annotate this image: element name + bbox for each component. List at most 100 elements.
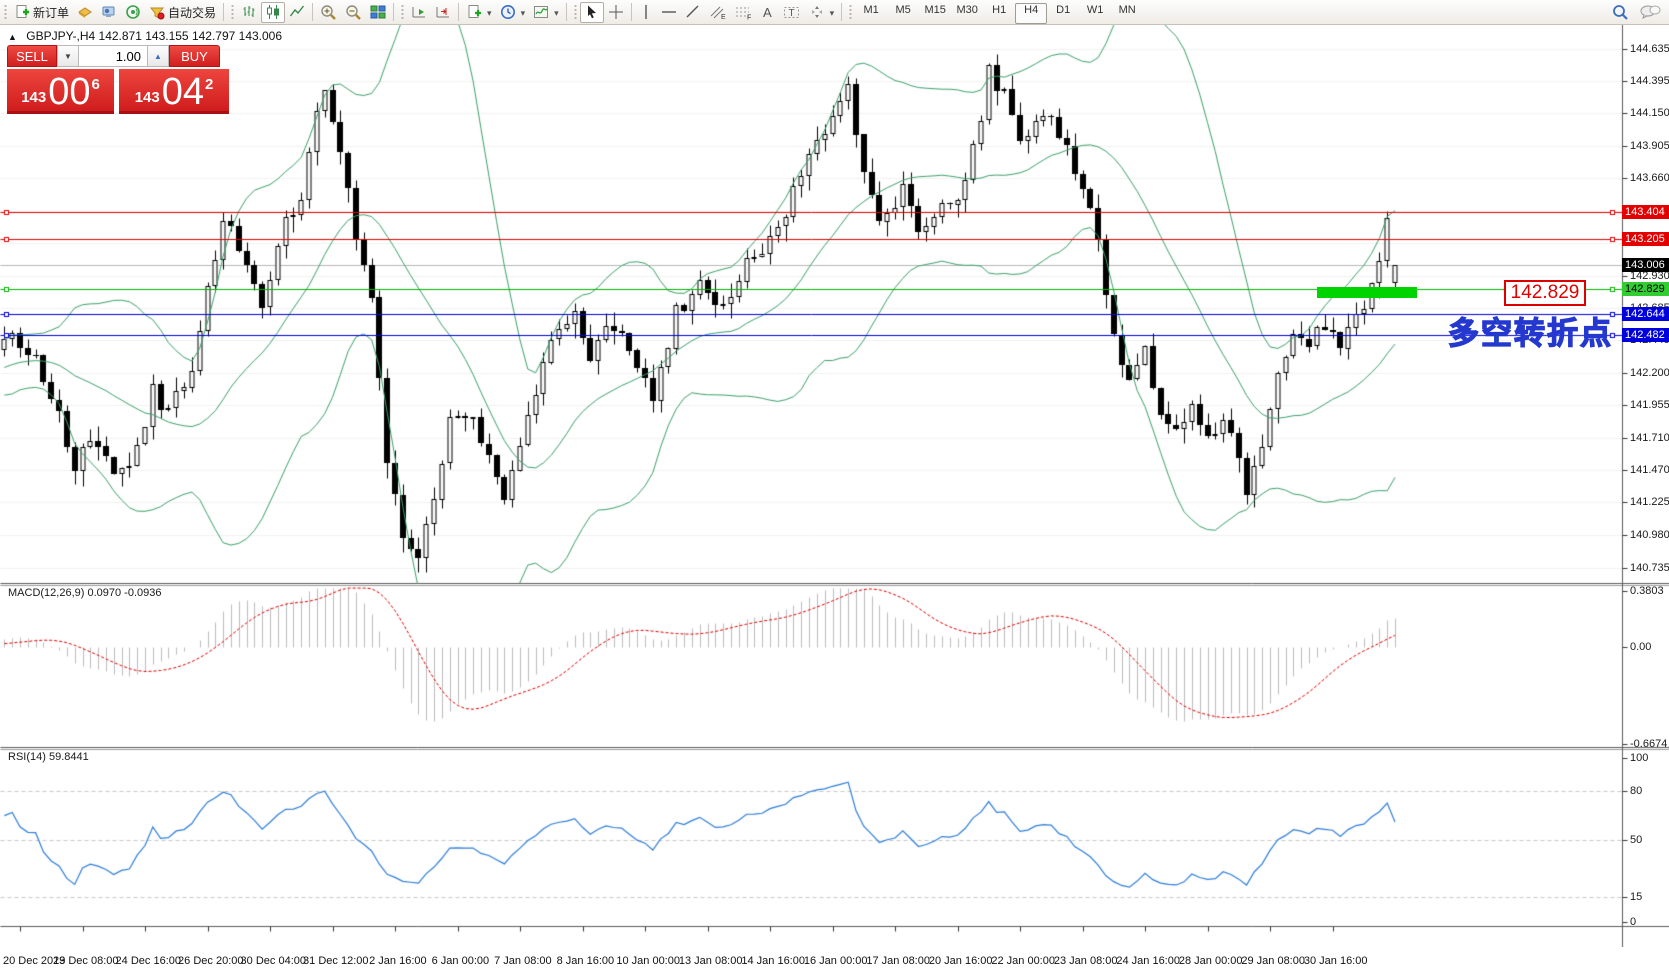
time-tick-label: 2 Jan 16:00	[369, 955, 427, 967]
new-order-button[interactable]: 新订单	[10, 2, 73, 23]
timeframe-button-m30[interactable]: M30	[956, 4, 978, 16]
horizontal-line-icon	[661, 11, 676, 13]
toolbar-grip	[572, 4, 578, 20]
tile-windows-button[interactable]	[366, 2, 390, 23]
candlestick-chart-button[interactable]	[261, 1, 286, 23]
signals-button[interactable]	[121, 2, 145, 23]
volume-input[interactable]	[79, 45, 147, 67]
price-tick-label: 141.225	[1630, 496, 1669, 509]
zoom-in-button[interactable]	[316, 2, 341, 23]
toolbar-separator	[630, 3, 632, 21]
text-letter: A	[763, 5, 772, 20]
arrows-dropdown[interactable]	[805, 2, 839, 23]
timeframe-button-m15[interactable]: M15	[924, 4, 946, 16]
vertical-line-button[interactable]	[635, 2, 657, 23]
timeframe-button-mn[interactable]: MN	[1118, 4, 1136, 16]
zoom-in-icon	[321, 4, 336, 20]
dropdown-caret-icon	[485, 5, 492, 19]
arrows-icon	[811, 6, 822, 18]
indicators-dropdown[interactable]	[529, 2, 563, 23]
timeframe-button-d1[interactable]: D1	[1056, 4, 1071, 16]
buy-price-sup: 2	[205, 76, 214, 93]
time-tick-label: 14 Jan 16:00	[741, 955, 805, 967]
trendline-icon	[686, 5, 699, 18]
text-label-button[interactable]: T	[779, 2, 805, 23]
time-tick-label: 24 Dec 16:00	[115, 955, 181, 967]
chat-icon[interactable]	[1639, 4, 1661, 20]
horizontal-line-button[interactable]	[657, 2, 681, 23]
sell-button[interactable]: SELL	[7, 45, 57, 67]
bar-chart-icon	[243, 6, 255, 17]
price-tick-label: 141.710	[1630, 431, 1669, 444]
toolbar-grip	[230, 4, 236, 20]
turning-point-text[interactable]: 多空转折点	[1447, 315, 1613, 351]
timeframe-button-m1[interactable]: M1	[863, 4, 879, 16]
toolbox-button[interactable]	[73, 2, 97, 23]
trade-panel-price-row: 143 00 6 143 04 2	[7, 69, 229, 114]
timeframe-button-w1[interactable]: W1	[1086, 4, 1104, 16]
strategy-tester-button[interactable]	[97, 2, 121, 23]
time-tick-label: 23 Dec 08:00	[53, 955, 119, 967]
price-tick-label: 142.200	[1630, 366, 1669, 379]
search-icon[interactable]	[1612, 4, 1629, 21]
chart-shift-button[interactable]	[431, 2, 455, 23]
turning-point-price-label[interactable]: 142.829	[1504, 280, 1586, 306]
toolbar: 新订单 自动交易	[0, 0, 1669, 25]
price-badge-143.205: 143.205	[1622, 231, 1669, 246]
timeframe-button-m5[interactable]: M5	[895, 4, 911, 16]
toolbar-separator	[312, 3, 314, 21]
autotrading-label: 自动交易	[168, 5, 217, 20]
cursor-icon	[587, 5, 596, 19]
buy-button[interactable]: BUY	[169, 45, 220, 67]
timeframe-button-h4[interactable]: H4	[1015, 3, 1048, 24]
fibo-letter: F	[747, 15, 751, 21]
one-click-trade-panel: SELL ▼ ▲ BUY 143 00 6 143 04 2	[7, 45, 229, 114]
new-order-label: 新订单	[33, 5, 70, 20]
buy-price-big: 04	[161, 71, 205, 113]
rsi-axis-label: 15	[1630, 891, 1643, 904]
price-tick-label: 143.660	[1630, 172, 1669, 185]
line-chart-button[interactable]	[285, 2, 309, 23]
buy-price-button[interactable]: 143 04 2	[119, 69, 229, 114]
bar-chart-button[interactable]	[237, 2, 261, 23]
toolbox-icon	[78, 7, 92, 18]
volume-decrease-button[interactable]: ▼	[57, 45, 79, 67]
indicators-icon	[534, 6, 549, 18]
rsi-axis-label: 0	[1630, 916, 1637, 928]
chart-title: GBPJPY-,H4 142.871 143.155 142.797 143.0…	[26, 29, 283, 43]
trendline-button[interactable]	[681, 2, 705, 23]
channel-icon: E	[710, 6, 726, 20]
cursor-button[interactable]	[579, 1, 604, 23]
auto-scroll-button[interactable]	[407, 2, 431, 23]
timeframe-button-h1[interactable]: H1	[992, 4, 1007, 16]
turning-point-highlight-bar[interactable]	[1317, 287, 1417, 298]
sell-price-button[interactable]: 143 00 6	[7, 69, 115, 114]
sell-price-sup: 6	[91, 76, 100, 93]
sell-price-prefix: 143	[21, 89, 47, 106]
chart-canvas[interactable]	[0, 24, 1669, 947]
zoom-out-button[interactable]	[341, 2, 366, 23]
template-icon	[468, 5, 482, 18]
toolbar-grip	[3, 4, 8, 20]
time-tick-label: 7 Jan 08:00	[494, 955, 552, 967]
crosshair-button[interactable]	[604, 2, 628, 23]
price-badge-142.482: 142.482	[1622, 328, 1669, 343]
time-tick-label: 22 Jan 00:00	[991, 955, 1055, 967]
fibonacci-button[interactable]: F	[731, 2, 757, 23]
time-axis[interactable]: 20 Dec 2019 23 Dec 08:00 24 Dec 16:00 26 De…	[0, 955, 1669, 971]
equidistant-channel-button[interactable]: E	[705, 2, 731, 23]
collapse-triangle-icon[interactable]	[8, 32, 17, 42]
time-tick-label: 16 Jan 00:00	[803, 955, 868, 967]
chart-shift-icon	[436, 7, 450, 18]
toolbar-separator	[565, 3, 567, 21]
autotrading-button[interactable]: 自动交易	[145, 2, 220, 23]
timeframe-group: M1 M5 M15 M30 H1 H4 D1 W1 MN	[855, 0, 1143, 24]
autotrading-icon	[149, 7, 165, 20]
dropdown-caret-icon	[519, 5, 526, 19]
time-tick-label: 20 Jan 16:00	[928, 955, 993, 967]
volume-increase-button[interactable]: ▲	[147, 45, 169, 67]
price-tick-label: 141.955	[1630, 399, 1669, 412]
text-button[interactable]: A	[757, 2, 779, 23]
period-dropdown[interactable]	[496, 2, 530, 23]
templates-dropdown[interactable]	[462, 2, 496, 23]
